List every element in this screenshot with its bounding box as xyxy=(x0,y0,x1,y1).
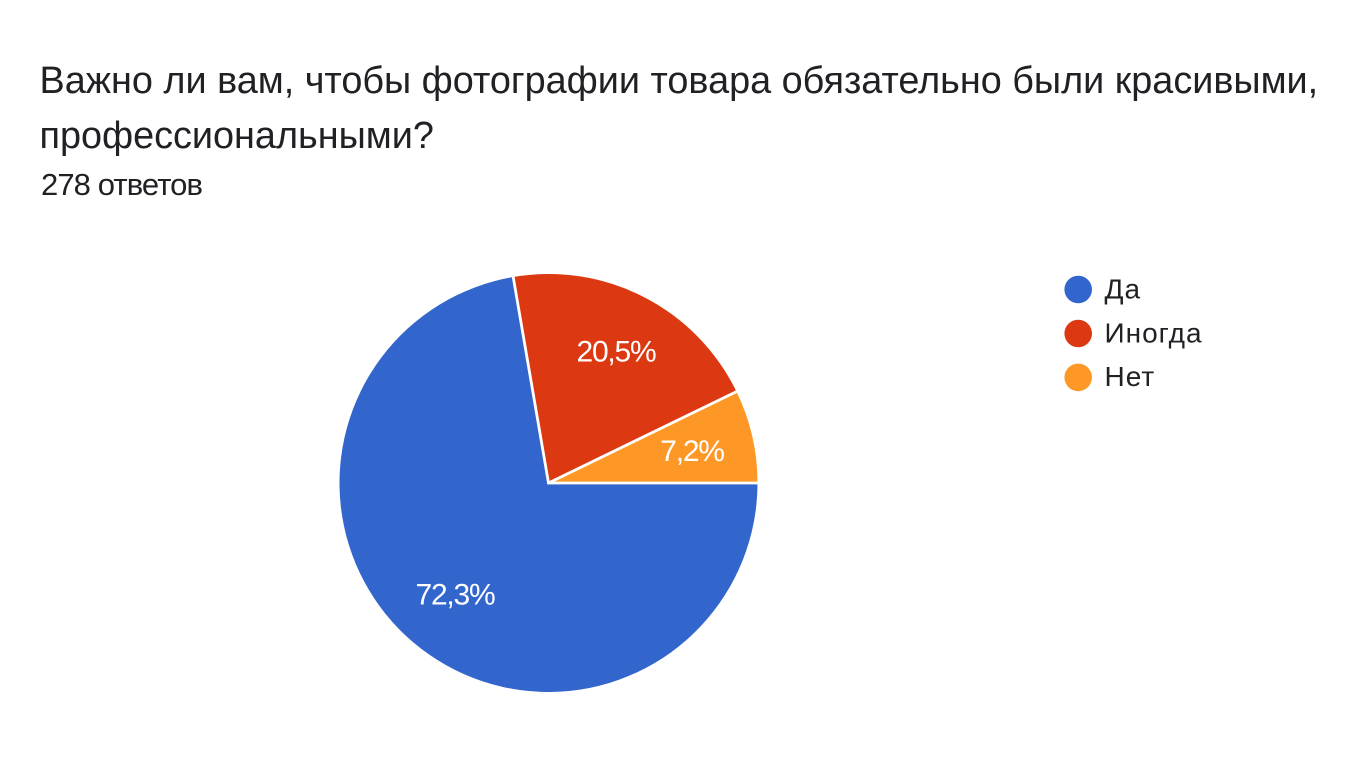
svg-text:Иногда: Иногда xyxy=(1105,317,1203,348)
svg-text:7,2%: 7,2% xyxy=(660,435,724,468)
svg-text:Да: Да xyxy=(1105,274,1142,305)
svg-text:20,5%: 20,5% xyxy=(576,336,656,369)
svg-text:72,3%: 72,3% xyxy=(415,579,495,612)
svg-text:Нет: Нет xyxy=(1105,361,1156,392)
